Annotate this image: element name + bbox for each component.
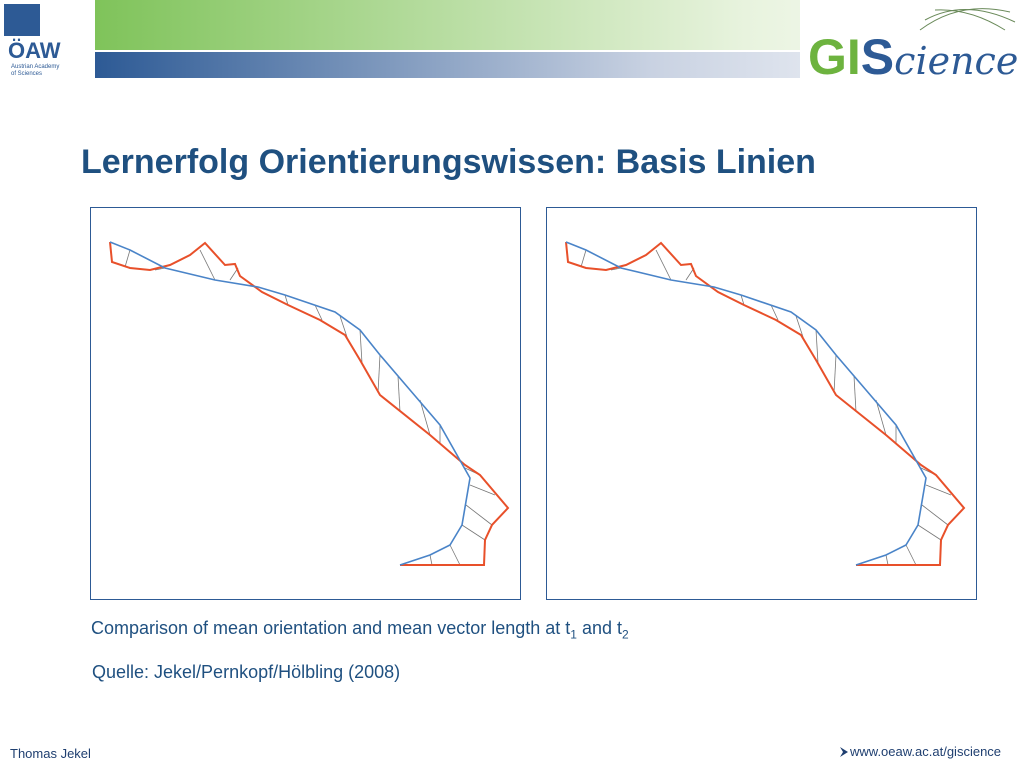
logo-name: ÖAW <box>8 38 61 63</box>
caption: Comparison of mean orientation and mean … <box>91 618 629 642</box>
logo-swoosh <box>919 8 1016 31</box>
caption-text: Comparison of mean orientation and mean … <box>91 618 571 638</box>
logo-gi: GI <box>808 29 861 85</box>
footer-author: Thomas Jekel <box>10 746 91 761</box>
footer-link[interactable]: www.oeaw.ac.at/giscience <box>850 744 1002 759</box>
bullet-arrow <box>840 747 848 757</box>
slide-title: Lernerfolg Orientierungswissen: Basis Li… <box>81 143 816 181</box>
gis-logo: GIScience <box>808 28 1018 86</box>
source: Quelle: Jekel/Pernkopf/Hölbling (2008) <box>92 662 401 682</box>
logo-background <box>800 0 1024 82</box>
figure-frame <box>546 207 977 600</box>
logo-s: S <box>860 29 895 85</box>
caption-text: and t <box>576 618 623 638</box>
caption-sub: 1 <box>570 627 577 642</box>
logo-rest: cience <box>894 39 1019 83</box>
logo-subtitle: Austrian Academy of Sciences <box>11 64 59 78</box>
figure-frame <box>90 207 521 600</box>
logo-subtitle-line: of Sciences <box>11 71 43 77</box>
logo-icon <box>4 4 40 36</box>
logo-subtitle-line: Austrian Academy <box>11 64 60 70</box>
caption-sub: 2 <box>622 627 629 642</box>
